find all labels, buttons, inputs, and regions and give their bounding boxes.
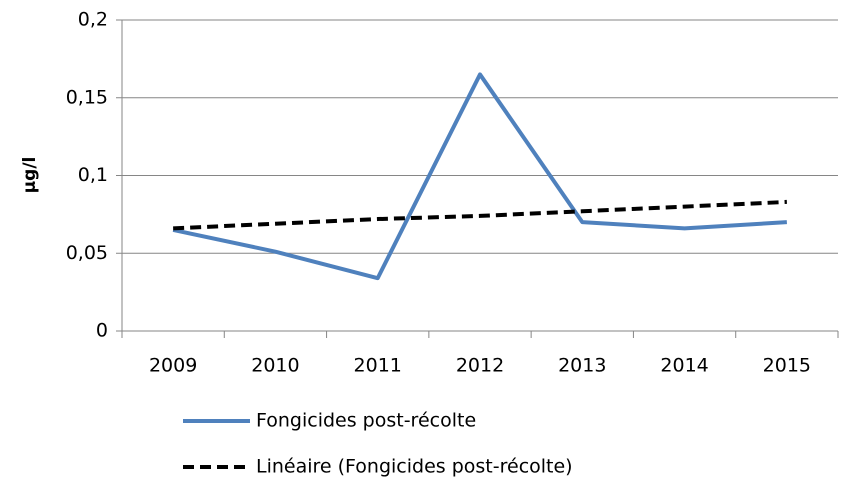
y-tick-label: 0 — [96, 320, 108, 342]
x-tick-label: 2009 — [149, 355, 197, 377]
y-tick-label: 0,05 — [66, 242, 108, 264]
y-tick-label: 0,1 — [78, 164, 108, 186]
x-tick-label: 2012 — [456, 355, 504, 377]
legend-label: Fongicides post-récolte — [256, 410, 476, 432]
y-axis-label: µg/l — [20, 157, 40, 194]
series-line — [172, 72, 787, 281]
legend-label: Linéaire (Fongicides post-récolte) — [256, 456, 573, 478]
x-tick-label: 2014 — [660, 355, 708, 377]
x-tick-label: 2013 — [558, 355, 606, 377]
series-line — [173, 199, 787, 231]
y-tick-label: 0,2 — [78, 9, 108, 31]
x-tick-label: 2010 — [251, 355, 299, 377]
y-tick-label: 0,15 — [66, 86, 108, 108]
x-tick-label: 2011 — [354, 355, 402, 377]
x-tick-label: 2015 — [763, 355, 811, 377]
